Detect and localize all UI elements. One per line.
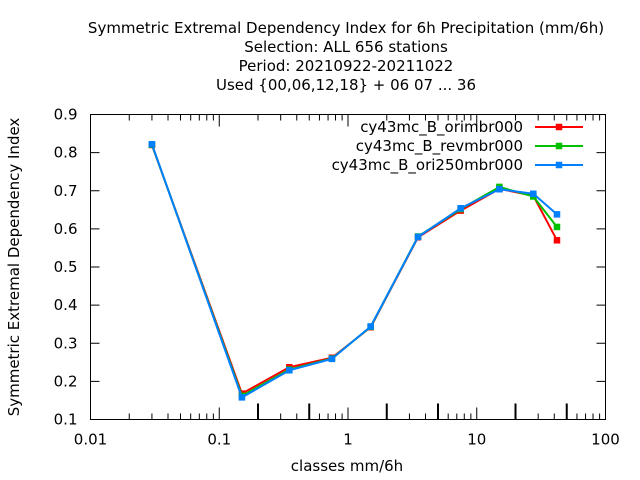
data-point (367, 323, 374, 330)
data-point (148, 140, 156, 148)
legend: cy43mc_B_orimbr000cy43mc_B_revmbr000cy43… (332, 118, 583, 175)
series-0 (148, 141, 561, 397)
y-tick-label: 0.7 (54, 182, 78, 200)
legend-label: cy43mc_B_ori250mbr000 (332, 156, 523, 175)
y-tick-label: 0.3 (54, 334, 78, 352)
title-line-1: Symmetric Extremal Dependency Index for … (88, 19, 604, 37)
y-tick-label: 0.2 (54, 372, 78, 390)
x-tick-label: 1 (343, 431, 353, 449)
y-tick-label: 0.1 (54, 411, 78, 429)
x-tick-label: 0.1 (207, 431, 231, 449)
series-line (150, 143, 558, 399)
data-point (457, 205, 464, 212)
title-line-4: Used {00,06,12,18} + 06 07 ... 36 (216, 76, 476, 94)
data-point (553, 211, 561, 218)
data-point (238, 394, 246, 401)
y-tick-label: 0.5 (54, 258, 78, 276)
y-tick-label: 0.4 (54, 296, 78, 314)
legend-swatch-marker (555, 123, 563, 131)
y-tick-label: 0.9 (54, 106, 78, 124)
series-1 (148, 141, 561, 400)
series-layer (148, 140, 561, 401)
chart-title: Symmetric Extremal Dependency Index for … (88, 19, 604, 94)
data-point (496, 185, 503, 193)
legend-swatch-marker (555, 161, 563, 169)
x-axis-label: classes mm/6h (291, 457, 403, 475)
data-point (553, 237, 561, 244)
x-tick-label: 10 (467, 431, 486, 449)
x-tick-label: 100 (591, 431, 620, 449)
legend-label: cy43mc_B_orimbr000 (360, 118, 523, 137)
y-tick-label: 0.8 (54, 144, 78, 162)
data-point (328, 355, 336, 363)
data-point (414, 233, 422, 241)
title-line-2: Selection: ALL 656 stations (244, 38, 448, 56)
data-point (286, 367, 293, 374)
y-axis: 0.1 0.2 0.3 0.4 0.5 0.6 0.7 0.8 0.9 (54, 106, 606, 429)
x-tick-label: 0.01 (74, 431, 107, 449)
data-point (553, 223, 561, 231)
y-tick-label: 0.6 (54, 220, 78, 238)
title-line-3: Period: 20210922-20211022 (239, 57, 454, 75)
y-axis-label: Symmetric Extremal Dependency Index (5, 118, 23, 417)
legend-label: cy43mc_B_revmbr000 (356, 137, 523, 156)
data-point (530, 190, 537, 198)
series-line (150, 144, 558, 397)
legend-swatch-marker (555, 142, 563, 150)
series-2 (148, 140, 561, 401)
series-line (150, 144, 558, 395)
x-axis: 0.01 0.1 1 10 100 (74, 114, 620, 449)
